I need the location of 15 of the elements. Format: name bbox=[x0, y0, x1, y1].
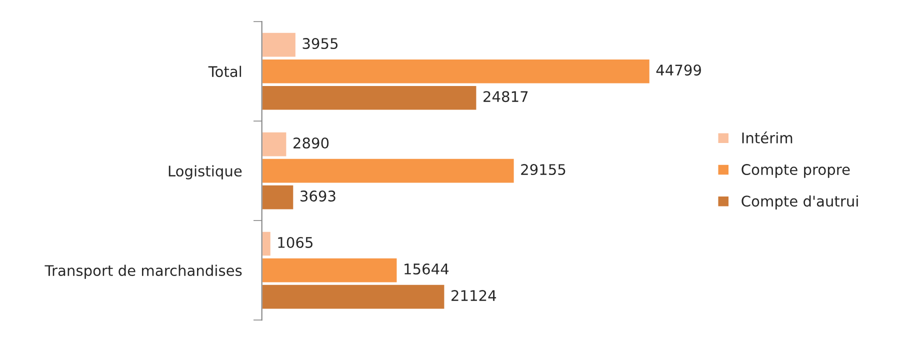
data-label: 1065 bbox=[278, 236, 312, 248]
data-label: 2890 bbox=[294, 137, 329, 149]
legend-label: Compte d'autrui bbox=[742, 195, 858, 210]
data-label: 3693 bbox=[300, 190, 336, 202]
legend-label: Compte propre bbox=[742, 164, 850, 178]
data-label: 24817 bbox=[484, 91, 528, 102]
y-tick-label: Transport de marchandises bbox=[44, 264, 242, 279]
y-tick-label: Logistique bbox=[168, 165, 242, 180]
y-tick-label: Total bbox=[208, 66, 242, 78]
data-label: 44799 bbox=[656, 64, 701, 76]
data-label: 29155 bbox=[521, 164, 566, 176]
data-label: 3955 bbox=[302, 38, 338, 50]
data-label: 21124 bbox=[452, 290, 496, 301]
legend-label: Intérim bbox=[742, 132, 792, 144]
data-label: 15644 bbox=[404, 263, 449, 275]
